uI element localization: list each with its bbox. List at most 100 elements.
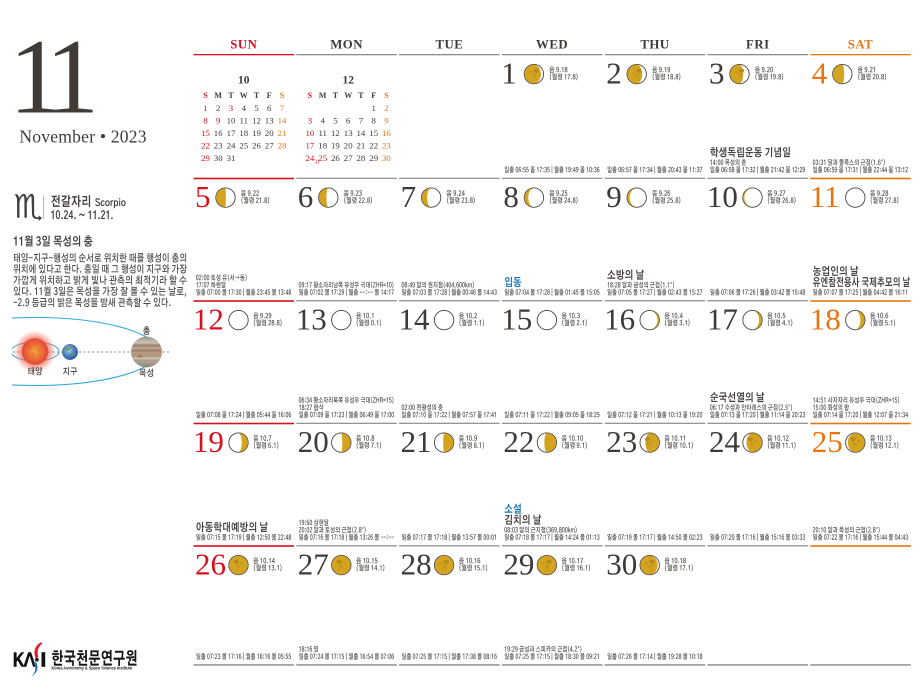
svg-text:13: 13 — [344, 128, 353, 138]
svg-text:21: 21 — [401, 424, 432, 459]
svg-text:25: 25 — [812, 424, 843, 459]
svg-text:3: 3 — [709, 56, 725, 91]
svg-text:6: 6 — [346, 116, 351, 126]
svg-text:9: 9 — [384, 116, 389, 126]
svg-text:24: 24 — [306, 153, 315, 163]
svg-text:8: 8 — [371, 116, 376, 126]
svg-text:6: 6 — [298, 179, 314, 214]
svg-text:13: 13 — [265, 116, 274, 126]
svg-text:29: 29 — [503, 547, 534, 582]
svg-text:S: S — [384, 91, 389, 100]
svg-text:30: 30 — [382, 153, 391, 163]
svg-text:12: 12 — [252, 116, 261, 126]
svg-text:19: 19 — [252, 128, 261, 138]
svg-text:4: 4 — [320, 116, 325, 126]
svg-text:30: 30 — [214, 153, 223, 163]
svg-text:11: 11 — [810, 179, 840, 214]
svg-text:M: M — [319, 91, 327, 100]
svg-text:WED: WED — [536, 37, 568, 51]
svg-text:4: 4 — [242, 103, 247, 113]
svg-text:15: 15 — [369, 128, 378, 138]
svg-text:1: 1 — [501, 56, 517, 91]
svg-text:22: 22 — [369, 141, 378, 151]
svg-text:31: 31 — [314, 159, 320, 165]
svg-text:20: 20 — [298, 424, 329, 459]
svg-text:18: 18 — [318, 141, 327, 151]
svg-text:14: 14 — [399, 302, 431, 337]
svg-text:9: 9 — [606, 179, 622, 214]
svg-text:Korea Astronomy & Space Scienc: Korea Astronomy & Space Science Institut… — [52, 666, 133, 671]
svg-text:19: 19 — [193, 424, 224, 459]
svg-text:26: 26 — [331, 153, 340, 163]
svg-text:7: 7 — [401, 179, 417, 214]
svg-text:30: 30 — [606, 547, 637, 582]
svg-text:6: 6 — [267, 103, 272, 113]
svg-text:25: 25 — [318, 153, 327, 163]
svg-text:F: F — [371, 91, 376, 100]
svg-text:8: 8 — [503, 179, 519, 214]
svg-text:23: 23 — [606, 424, 637, 459]
svg-text:17: 17 — [306, 141, 315, 151]
svg-text:29: 29 — [369, 153, 378, 163]
svg-text:17: 17 — [227, 128, 236, 138]
svg-text:2: 2 — [606, 56, 622, 91]
svg-text:24: 24 — [709, 424, 741, 459]
svg-text:T: T — [228, 91, 234, 100]
svg-text:18: 18 — [810, 302, 841, 337]
svg-text:26: 26 — [195, 547, 226, 582]
svg-text:18: 18 — [239, 128, 248, 138]
svg-text:26: 26 — [252, 141, 261, 151]
svg-text:22: 22 — [201, 141, 210, 151]
svg-text:10: 10 — [707, 179, 738, 214]
svg-text:S: S — [203, 91, 208, 100]
svg-text:S: S — [280, 91, 285, 100]
svg-text:11: 11 — [9, 19, 94, 137]
svg-text:22: 22 — [503, 424, 534, 459]
svg-text:THU: THU — [640, 37, 669, 51]
svg-text:2: 2 — [216, 103, 220, 113]
svg-text:28: 28 — [401, 547, 432, 582]
svg-text:25: 25 — [239, 141, 248, 151]
svg-text:27: 27 — [265, 141, 274, 151]
svg-text:SAT: SAT — [848, 37, 873, 51]
svg-text:5: 5 — [254, 103, 259, 113]
svg-text:12: 12 — [331, 128, 340, 138]
svg-text:T: T — [333, 91, 339, 100]
svg-text:TUE: TUE — [435, 37, 463, 51]
svg-text:20: 20 — [265, 128, 274, 138]
svg-text:T: T — [358, 91, 364, 100]
svg-text:21: 21 — [278, 128, 287, 138]
svg-text:10: 10 — [238, 75, 250, 87]
svg-text:11: 11 — [318, 128, 326, 138]
svg-text:9: 9 — [216, 116, 221, 126]
svg-text:3: 3 — [229, 103, 234, 113]
svg-text:28: 28 — [278, 141, 287, 151]
svg-text:1: 1 — [371, 103, 375, 113]
svg-text:27: 27 — [298, 547, 329, 582]
svg-text:24: 24 — [227, 141, 236, 151]
svg-text:7: 7 — [359, 116, 364, 126]
svg-text:16: 16 — [214, 128, 223, 138]
svg-text:MON: MON — [330, 37, 363, 51]
svg-text:19: 19 — [331, 141, 340, 151]
svg-text:20: 20 — [344, 141, 353, 151]
svg-text:8: 8 — [203, 116, 208, 126]
svg-text:W: W — [240, 91, 248, 100]
svg-text:W: W — [344, 91, 352, 100]
svg-text:12: 12 — [342, 75, 354, 87]
svg-text:10: 10 — [306, 128, 315, 138]
svg-text:10: 10 — [227, 116, 236, 126]
svg-text:15: 15 — [501, 302, 532, 337]
svg-text:14: 14 — [357, 128, 366, 138]
svg-text:27: 27 — [344, 153, 353, 163]
svg-text:S: S — [308, 91, 313, 100]
svg-text:16: 16 — [604, 302, 635, 337]
svg-text:29: 29 — [201, 153, 210, 163]
svg-text:SUN: SUN — [230, 37, 257, 51]
svg-text:11: 11 — [240, 116, 248, 126]
svg-text:17: 17 — [707, 302, 738, 337]
svg-text:7: 7 — [280, 103, 285, 113]
svg-text:T: T — [254, 91, 260, 100]
svg-text:23: 23 — [382, 141, 391, 151]
svg-text:16: 16 — [382, 128, 391, 138]
